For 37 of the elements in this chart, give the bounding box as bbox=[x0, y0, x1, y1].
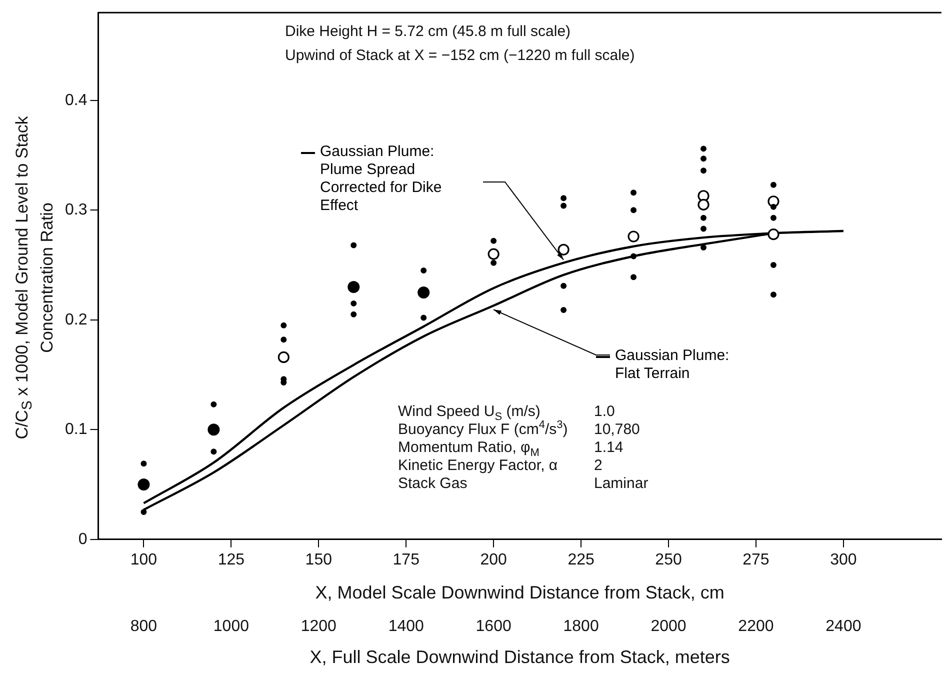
x-tick-label: 150 bbox=[305, 551, 332, 568]
y-tick-label: 0.2 bbox=[64, 311, 88, 328]
x2-tick-label: 1000 bbox=[213, 618, 250, 636]
x2-axis-title: X, Full Scale Downwind Distance from Stack, meters bbox=[310, 647, 730, 668]
legend-label: Gaussian Plume: Flat Terrain bbox=[615, 347, 730, 383]
annotation: 2 bbox=[594, 457, 602, 475]
x-tick-label: 175 bbox=[392, 551, 420, 568]
x-axis-title: X, Model Scale Downwind Distance from Stack, cm bbox=[315, 582, 724, 602]
y-tick-label: 0 bbox=[78, 530, 88, 548]
x2-tick-label: 1200 bbox=[300, 618, 337, 636]
y-tick-label: 0.1 bbox=[64, 421, 88, 438]
x2-tick-label: 2000 bbox=[650, 618, 686, 636]
annotation: Kinetic Energy Factor, α bbox=[398, 457, 558, 475]
annotation: Stack Gas bbox=[398, 475, 468, 493]
x-tick-label: 100 bbox=[130, 551, 158, 568]
x2-tick-label: 800 bbox=[130, 618, 158, 636]
x-tick-label: 200 bbox=[480, 551, 508, 568]
annotation: 1.0 bbox=[594, 403, 615, 421]
legend-label: Gaussian Plume: Plume Spread Corrected for Dike Effect bbox=[320, 143, 443, 215]
x-tick-label: 300 bbox=[830, 551, 857, 568]
y-tick-label: 0.3 bbox=[64, 202, 88, 219]
annotation: Laminar bbox=[594, 475, 648, 493]
x2-tick-label: 1800 bbox=[563, 618, 599, 636]
x-tick-label: 250 bbox=[655, 551, 682, 568]
y-tick-label: 0.4 bbox=[64, 92, 88, 109]
x2-tick-label: 1400 bbox=[388, 618, 424, 636]
annotation: 1.14 bbox=[594, 439, 624, 457]
x2-tick-label: 1600 bbox=[476, 618, 512, 636]
annotation: Upwind of Stack at X = −152 cm (−1220 m full scale) bbox=[285, 47, 635, 65]
x-tick-label: 125 bbox=[218, 551, 245, 568]
x-tick-label: 275 bbox=[742, 551, 770, 568]
x-tick-label: 225 bbox=[568, 551, 594, 568]
annotation: Dike Height H = 5.72 cm (45.8 m full scale) bbox=[285, 23, 571, 41]
annotation: Momentum Ratio, φ$_{M}$ bbox=[398, 439, 540, 459]
annotation: 10,780 bbox=[594, 421, 640, 439]
x2-tick-label: 2200 bbox=[738, 618, 774, 636]
x2-tick-label: 2400 bbox=[826, 618, 862, 636]
